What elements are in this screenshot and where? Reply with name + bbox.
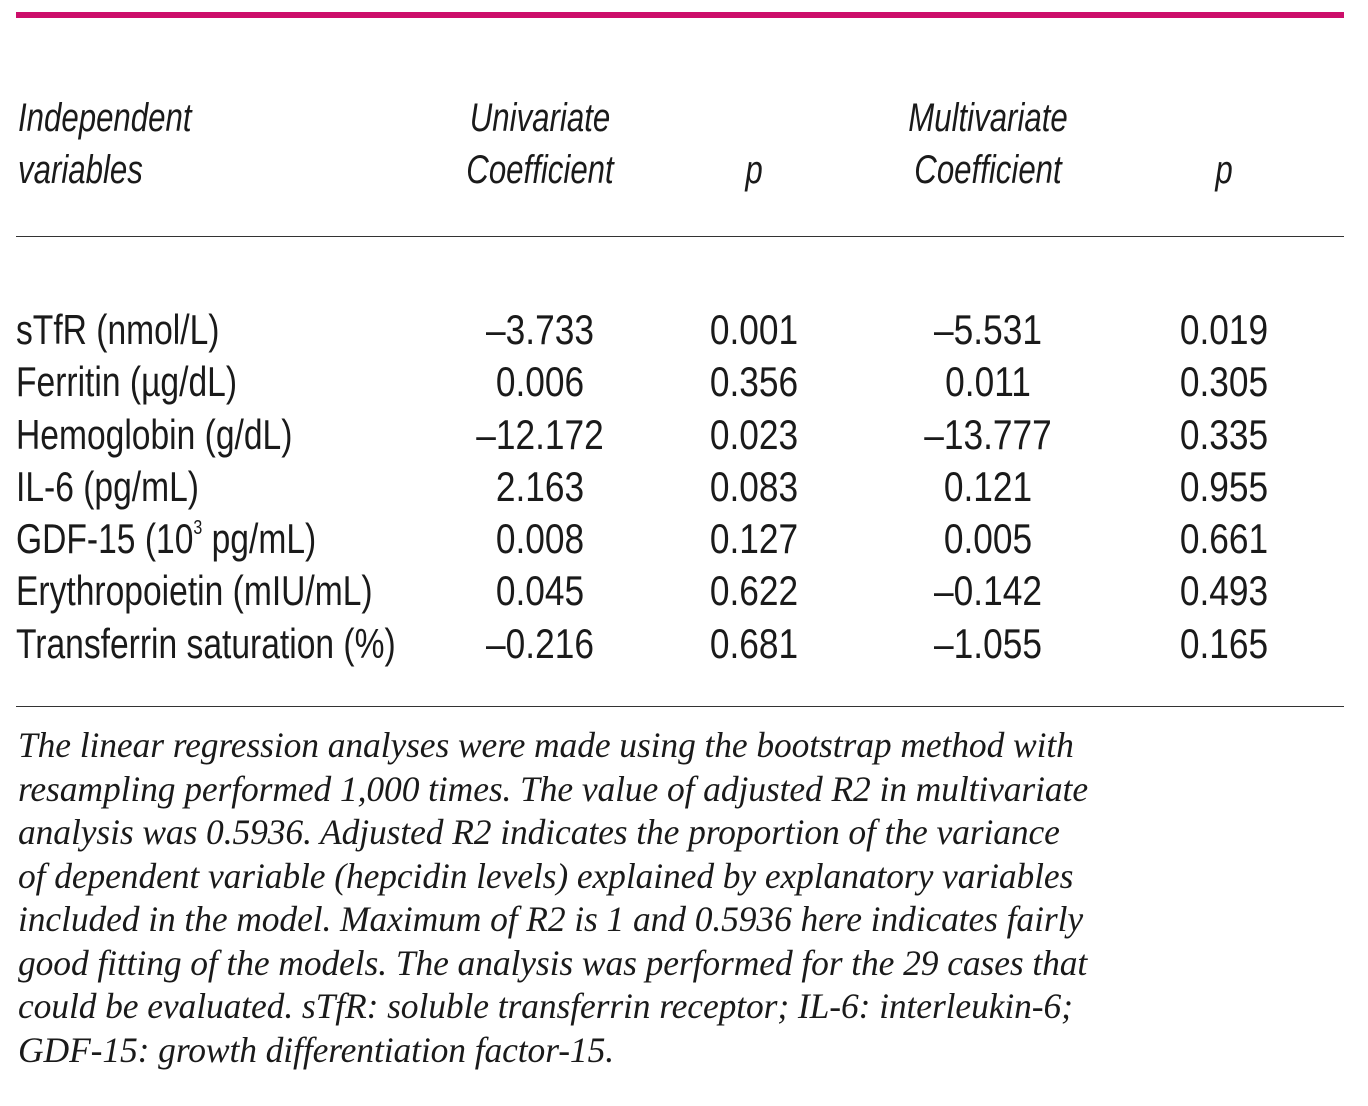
table-row: IL-6 (pg/mL) 2.163 0.083 0.121 0.955 (16, 461, 1344, 513)
univariate-p: 0.083 (709, 462, 799, 510)
univariate-coefficient: 0.008 (495, 515, 585, 563)
multivariate-p: 0.335 (1179, 410, 1269, 458)
table-header: Independent variables Univariate Coeffic… (16, 92, 1344, 212)
multivariate-p: 0.493 (1179, 567, 1269, 615)
multivariate-p: 0.955 (1179, 462, 1269, 510)
row-label: Hemoglobin (g/dL) (16, 410, 293, 458)
univariate-coefficient: 2.163 (495, 462, 585, 510)
top-accent-rule (16, 12, 1344, 18)
univariate-coefficient: –0.216 (486, 619, 594, 667)
header-divider (16, 236, 1344, 237)
univariate-p: 0.356 (709, 358, 799, 406)
multivariate-p: 0.165 (1179, 619, 1269, 667)
univariate-p: 0.023 (709, 410, 799, 458)
footnote-line: included in the model. Maximum of R2 is … (18, 899, 1083, 939)
row-label: Transferrin saturation (%) (16, 619, 396, 667)
footnote-line: resampling performed 1,000 times. The va… (18, 768, 1088, 809)
table-row: GDF-15 (103 pg/mL) 0.008 0.127 0.005 0.6… (16, 513, 1344, 565)
univariate-p: 0.001 (709, 306, 799, 353)
univariate-coefficient: –12.172 (476, 410, 604, 458)
univariate-coefficient: 0.006 (495, 358, 585, 406)
row-label: GDF-15 (103 pg/mL) (16, 515, 317, 563)
multivariate-p: 0.019 (1179, 306, 1269, 353)
footnote-line: good fitting of the models. The analysis… (18, 942, 1088, 983)
multivariate-coefficient: –5.531 (934, 306, 1042, 353)
header-univariate-p: p (745, 148, 763, 192)
table-row: Hemoglobin (g/dL) –12.172 0.023 –13.777 … (16, 409, 1344, 461)
row-label: sTfR (nmol/L) (16, 306, 220, 353)
univariate-coefficient: –3.733 (486, 306, 594, 353)
table-row: sTfR (nmol/L) –3.733 0.001 –5.531 0.019 (16, 304, 1344, 356)
footnote-line: The linear regression analyses were made… (18, 725, 1074, 765)
multivariate-coefficient: –13.777 (924, 410, 1052, 458)
footnote-line: could be evaluated. sTfR: soluble transf… (18, 986, 1073, 1026)
footnote-line: of dependent variable (hepcidin levels) … (18, 855, 1074, 896)
row-label: Ferritin (µg/dL) (16, 358, 238, 406)
row-label: IL-6 (pg/mL) (16, 462, 199, 510)
table-footnote: The linear regression analyses were made… (18, 724, 1348, 1072)
multivariate-coefficient: –0.142 (934, 567, 1042, 615)
multivariate-coefficient: 0.121 (943, 462, 1033, 510)
table-body: sTfR (nmol/L) –3.733 0.001 –5.531 0.019 … (16, 304, 1344, 670)
table-row: Ferritin (µg/dL) 0.006 0.356 0.011 0.305 (16, 356, 1344, 408)
univariate-p: 0.622 (709, 567, 799, 615)
header-multivariate-p: p (1215, 148, 1233, 192)
header-multivariate-coefficient: Multivariate Coefficient (908, 96, 1068, 192)
multivariate-coefficient: –1.055 (934, 619, 1042, 667)
footnote-line: analysis was 0.5936. Adjusted R2 indicat… (18, 812, 1060, 852)
multivariate-p: 0.305 (1179, 358, 1269, 406)
univariate-coefficient: 0.045 (495, 567, 585, 615)
multivariate-p: 0.661 (1179, 515, 1269, 563)
header-univariate-coefficient: Univariate Coefficient (466, 96, 614, 192)
table-row: Transferrin saturation (%) –0.216 0.681 … (16, 618, 1344, 670)
univariate-p: 0.127 (709, 515, 799, 563)
univariate-p: 0.681 (709, 619, 799, 667)
table-row: Erythropoietin (mIU/mL) 0.045 0.622 –0.1… (16, 565, 1344, 617)
multivariate-coefficient: 0.011 (945, 358, 1031, 406)
footnote-line: GDF-15: growth differentiation factor-15… (18, 1029, 615, 1070)
row-label: Erythropoietin (mIU/mL) (16, 567, 373, 615)
header-independent-variables: Independent variables (18, 96, 192, 192)
multivariate-coefficient: 0.005 (943, 515, 1033, 563)
table-bottom-rule (16, 706, 1344, 707)
